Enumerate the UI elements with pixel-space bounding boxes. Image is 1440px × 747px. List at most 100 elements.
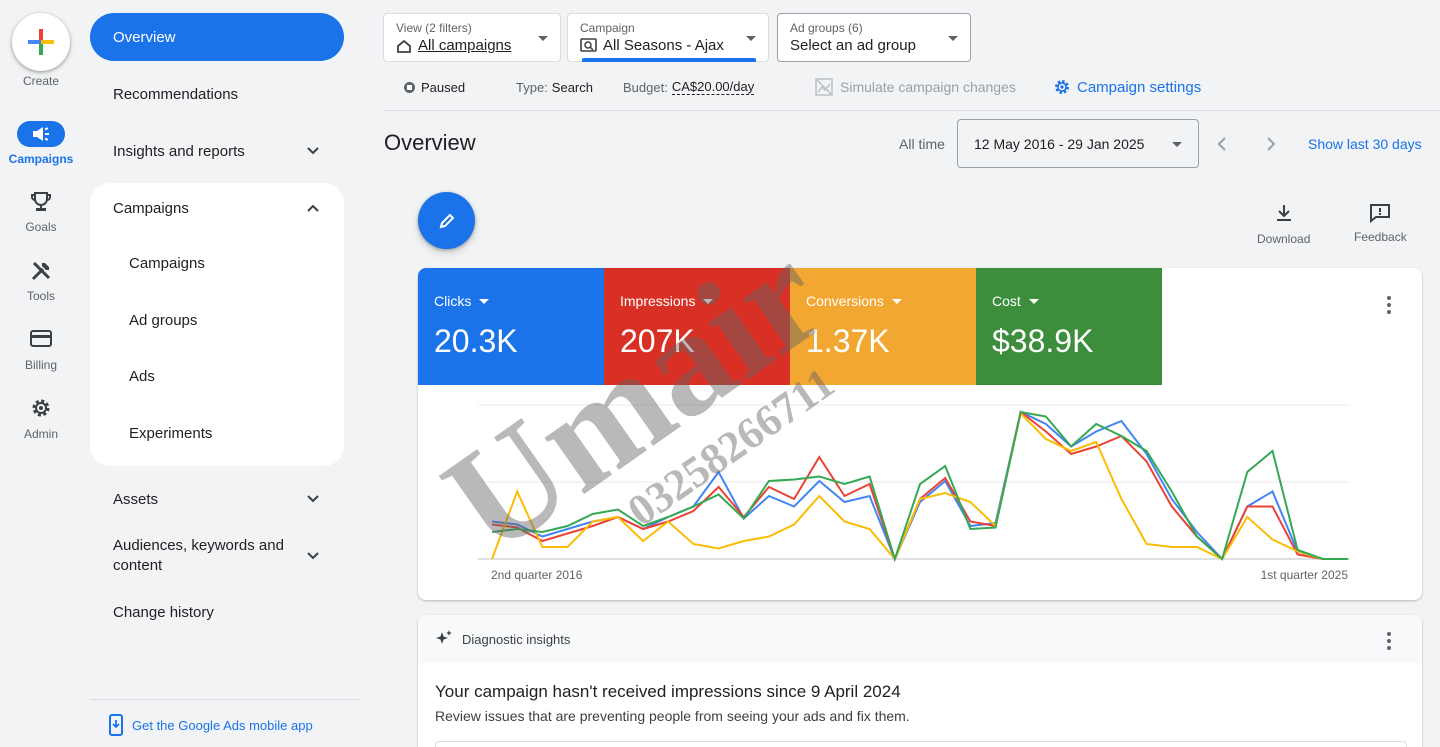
- series-line-conversions: [491, 411, 1348, 561]
- settings-label: Campaign settings: [1077, 78, 1202, 96]
- nav-label-line: content: [113, 557, 163, 574]
- caret-down-icon: [1172, 142, 1182, 147]
- rail-item-billing[interactable]: [0, 329, 82, 349]
- rail-item-goals[interactable]: [0, 191, 82, 213]
- metric-cost[interactable]: Cost $38.9K: [976, 268, 1162, 385]
- chevron-down-icon: [307, 495, 319, 503]
- caret-down-icon: [703, 298, 714, 304]
- nav-subitem-campaigns[interactable]: Campaigns: [129, 255, 205, 272]
- campaign-type: Type: Search: [516, 78, 593, 96]
- diagnostic-subtext: Review issues that are preventing people…: [435, 708, 910, 724]
- show-last-30-days-link[interactable]: Show last 30 days: [1308, 136, 1422, 152]
- gear-icon: [1055, 80, 1069, 94]
- performance-chart-card: Clicks 20.3K Impressions 207K Conversion…: [418, 268, 1422, 600]
- nav-item-recommendations[interactable]: Recommendations: [90, 82, 344, 106]
- campaign-dropdown[interactable]: Campaign All Seasons - Ajax: [567, 13, 769, 62]
- filter-value: All campaigns: [418, 37, 512, 54]
- download-button[interactable]: Download: [1257, 203, 1310, 246]
- trophy-icon: [31, 192, 51, 211]
- simulate-button[interactable]: Simulate campaign changes: [815, 78, 1016, 96]
- series-line-cost: [491, 410, 1348, 563]
- campaign-settings-button[interactable]: Campaign settings: [1053, 78, 1201, 96]
- diagnostic-detail-box: [435, 741, 1407, 747]
- rail-label-billing: Billing: [24, 358, 57, 372]
- nav-subitem-experiments[interactable]: Experiments: [129, 425, 213, 442]
- rail-item-campaigns[interactable]: [0, 121, 82, 147]
- plus-icon: [28, 29, 54, 55]
- filter-caption: Campaign: [580, 21, 635, 35]
- rail-label-campaigns: Campaigns: [8, 152, 74, 166]
- gear-icon: [32, 399, 50, 417]
- caret-down-icon: [538, 36, 548, 41]
- create-button[interactable]: [12, 13, 70, 71]
- nav-subitem-ad-groups[interactable]: Ad groups: [129, 312, 198, 329]
- rail-label-admin: Admin: [23, 427, 58, 441]
- campaign-budget: Budget: CA$20.00/day: [623, 78, 755, 96]
- chevron-left-icon[interactable]: [1215, 136, 1229, 152]
- nav-label: Change history: [113, 603, 214, 621]
- metric-clicks[interactable]: Clicks 20.3K: [418, 268, 604, 385]
- more-vert-icon[interactable]: [1387, 296, 1391, 314]
- megaphone-icon: [33, 127, 49, 141]
- feedback-label: Feedback: [1354, 230, 1407, 244]
- nav-label: Audiences, keywords and content: [113, 536, 284, 576]
- nav-item-assets[interactable]: Assets: [90, 487, 344, 511]
- nav-item-campaigns-section[interactable]: Campaigns: [90, 196, 344, 220]
- chevron-right-icon[interactable]: [1264, 136, 1278, 152]
- chevron-down-icon: [307, 147, 319, 155]
- nav-item-audiences[interactable]: Audiences, keywords and content: [90, 535, 344, 577]
- mobile-app-link[interactable]: Get the Google Ads mobile app: [108, 714, 313, 736]
- range-label: All time: [899, 136, 945, 152]
- feedback-icon: [1370, 204, 1391, 224]
- search-campaign-icon: [580, 38, 597, 52]
- metric-label: Cost: [992, 293, 1021, 309]
- nav-label: Recommendations: [113, 85, 239, 103]
- status-paused: Paused: [404, 78, 465, 96]
- metric-value: $38.9K: [992, 323, 1094, 359]
- page-title: Overview: [384, 130, 476, 155]
- metric-value: 207K: [620, 323, 695, 359]
- caret-down-icon: [948, 36, 958, 41]
- nav-item-overview[interactable]: Overview: [90, 13, 344, 61]
- feedback-button[interactable]: Feedback: [1354, 203, 1407, 244]
- metric-impressions[interactable]: Impressions 207K: [604, 268, 790, 385]
- nav-item-change-history[interactable]: Change history: [90, 600, 344, 624]
- more-vert-icon[interactable]: [1387, 632, 1391, 650]
- nav-label: Assets: [113, 490, 159, 508]
- x-start-label: 2nd quarter 2016: [491, 568, 583, 582]
- metric-label: Conversions: [806, 293, 884, 309]
- caret-down-icon: [746, 36, 756, 41]
- ad-groups-dropdown[interactable]: Ad groups (6) Select an ad group: [777, 13, 971, 62]
- budget-value[interactable]: CA$20.00/day: [671, 79, 755, 95]
- nav-subitem-ads[interactable]: Ads: [129, 368, 155, 385]
- metric-conversions[interactable]: Conversions 1.37K: [790, 268, 976, 385]
- chevron-down-icon: [307, 552, 319, 560]
- view-filter-dropdown[interactable]: View (2 filters) All campaigns: [383, 13, 561, 62]
- rail-label-tools: Tools: [26, 289, 55, 303]
- credit-card-icon: [30, 330, 52, 347]
- pencil-icon: [439, 213, 454, 228]
- filter-caption: Ad groups (6): [790, 21, 863, 35]
- side-nav: Overview Recommendations Insights and re…: [90, 0, 360, 747]
- nav-label: Campaigns: [113, 199, 189, 217]
- tools-icon: [31, 261, 51, 281]
- rail-item-admin[interactable]: [0, 397, 82, 419]
- home-icon: [397, 39, 411, 53]
- simulate-icon: [815, 78, 833, 96]
- filter-caption: View (2 filters): [396, 21, 472, 35]
- date-range-picker[interactable]: 12 May 2016 - 29 Jan 2025: [957, 119, 1199, 168]
- rail-item-tools[interactable]: [0, 260, 82, 282]
- nav-label: Overview: [113, 28, 176, 46]
- metric-value: 1.37K: [806, 323, 890, 359]
- diagnostic-insights-card: Diagnostic insights Your campaign hasn't…: [418, 615, 1422, 747]
- nav-item-insights[interactable]: Insights and reports: [90, 139, 344, 163]
- line-chart: 2nd quarter 2016 1st quarter 2025: [478, 404, 1350, 582]
- mobile-app-label: Get the Google Ads mobile app: [132, 717, 313, 733]
- sparkle-icon: [436, 630, 452, 644]
- paused-icon: [404, 81, 415, 93]
- metric-label: Clicks: [434, 293, 472, 309]
- caret-down-icon: [891, 298, 902, 304]
- header-divider: [383, 110, 1440, 111]
- edit-fab-button[interactable]: [418, 192, 475, 249]
- status-text: Paused: [421, 79, 466, 95]
